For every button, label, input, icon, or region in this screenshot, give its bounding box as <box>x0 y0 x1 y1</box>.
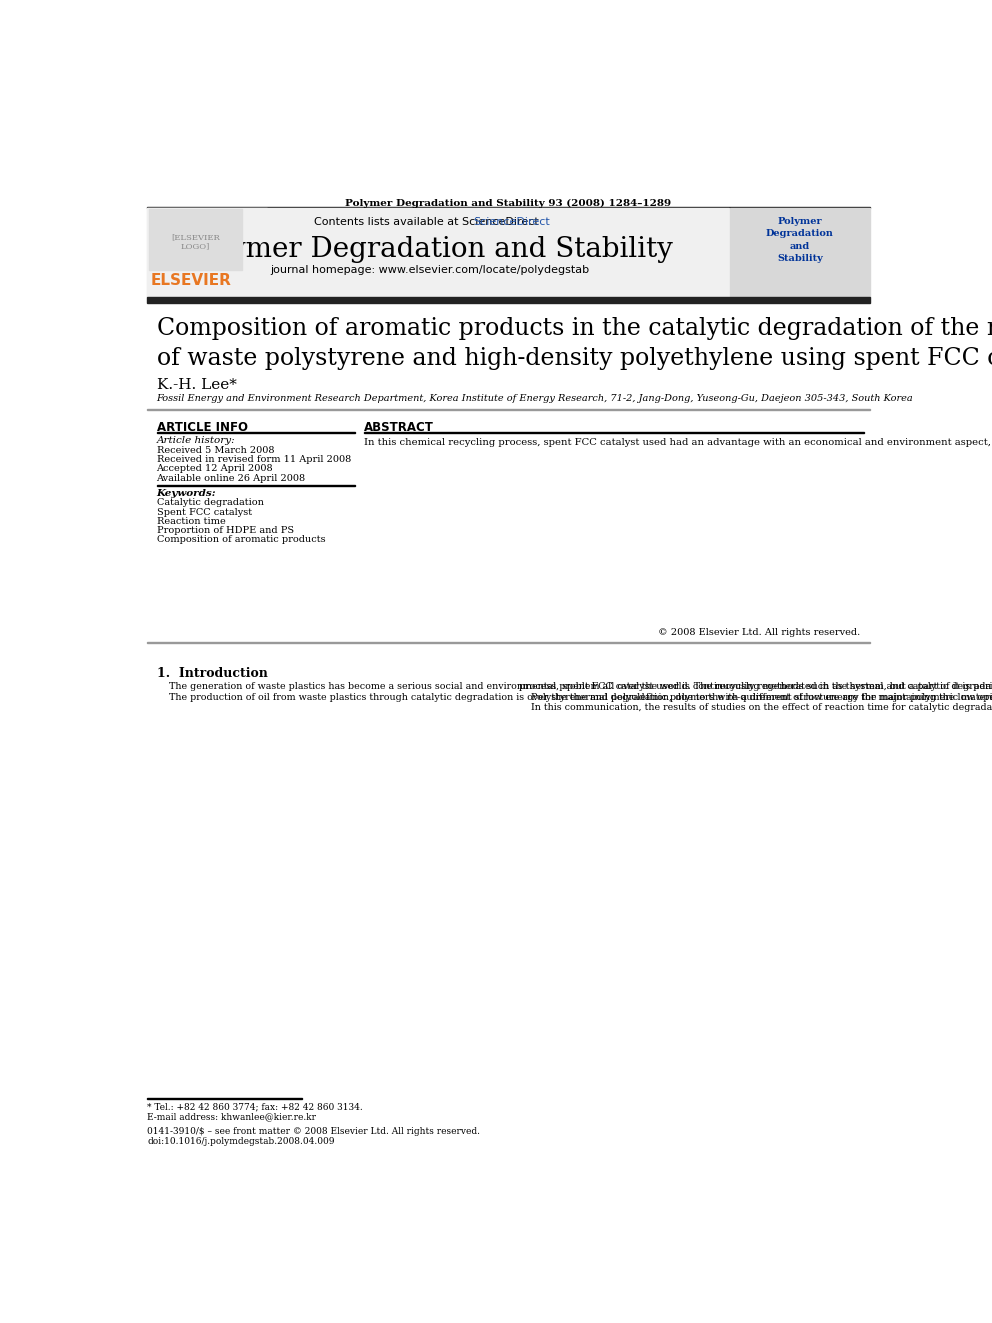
Text: ABSTRACT: ABSTRACT <box>364 421 434 434</box>
Text: 1.  Introduction: 1. Introduction <box>157 667 268 680</box>
Text: Available online 26 April 2008: Available online 26 April 2008 <box>157 474 306 483</box>
Text: ELSEVIER: ELSEVIER <box>151 273 232 287</box>
Text: Polymer
Degradation
and
Stability: Polymer Degradation and Stability <box>766 217 833 263</box>
Bar <box>730 208 870 296</box>
Text: process, spent FCC catalyst used is continuously regenerated in the system, but : process, spent FCC catalyst used is cont… <box>519 683 992 712</box>
Text: Contents lists available at ScienceDirect: Contents lists available at ScienceDirec… <box>314 217 546 228</box>
Text: journal homepage: www.elsevier.com/locate/polydegstab: journal homepage: www.elsevier.com/locat… <box>271 265 589 275</box>
Text: Composition of aromatic products: Composition of aromatic products <box>157 536 325 544</box>
Text: Keywords:: Keywords: <box>157 490 216 497</box>
Text: * Tel.: +82 42 860 3774; fax: +82 42 860 3134.: * Tel.: +82 42 860 3774; fax: +82 42 860… <box>147 1103 363 1111</box>
Bar <box>147 206 870 208</box>
Text: Spent FCC catalyst: Spent FCC catalyst <box>157 508 252 516</box>
Bar <box>147 208 728 296</box>
Text: Article history:: Article history: <box>157 437 235 445</box>
Text: The generation of waste plastics has become a serious social and environmental p: The generation of waste plastics has bec… <box>157 683 992 701</box>
Text: In this chemical recycling process, spent FCC catalyst used had an advantage wit: In this chemical recycling process, spen… <box>364 438 992 447</box>
Text: [ELSEVIER
LOGO]: [ELSEVIER LOGO] <box>171 233 219 250</box>
Text: ARTICLE INFO: ARTICLE INFO <box>157 421 248 434</box>
Bar <box>147 208 268 296</box>
Bar <box>149 209 242 270</box>
Text: K.-H. Lee*: K.-H. Lee* <box>157 378 236 392</box>
Text: Polymer Degradation and Stability: Polymer Degradation and Stability <box>187 235 673 263</box>
Text: ScienceDirect: ScienceDirect <box>473 217 550 228</box>
Text: Received in revised form 11 April 2008: Received in revised form 11 April 2008 <box>157 455 351 464</box>
Text: doi:10.1016/j.polymdegstab.2008.04.009: doi:10.1016/j.polymdegstab.2008.04.009 <box>147 1136 334 1146</box>
Text: E-mail address: khwanlee@kier.re.kr: E-mail address: khwanlee@kier.re.kr <box>147 1113 316 1121</box>
Text: Polymer Degradation and Stability 93 (2008) 1284–1289: Polymer Degradation and Stability 93 (20… <box>345 198 672 208</box>
Bar <box>147 296 870 303</box>
Text: Accepted 12 April 2008: Accepted 12 April 2008 <box>157 464 273 474</box>
Text: © 2008 Elsevier Ltd. All rights reserved.: © 2008 Elsevier Ltd. All rights reserved… <box>658 628 860 638</box>
Text: Catalytic degradation: Catalytic degradation <box>157 499 264 507</box>
Text: Received 5 March 2008: Received 5 March 2008 <box>157 446 274 455</box>
Text: Proportion of HDPE and PS: Proportion of HDPE and PS <box>157 527 294 534</box>
Text: Reaction time: Reaction time <box>157 517 225 525</box>
Text: 0141-3910/$ – see front matter © 2008 Elsevier Ltd. All rights reserved.: 0141-3910/$ – see front matter © 2008 El… <box>147 1127 480 1136</box>
Text: Composition of aromatic products in the catalytic degradation of the mixture
of : Composition of aromatic products in the … <box>157 316 992 370</box>
Text: Fossil Energy and Environment Research Department, Korea Institute of Energy Res: Fossil Energy and Environment Research D… <box>157 394 914 402</box>
